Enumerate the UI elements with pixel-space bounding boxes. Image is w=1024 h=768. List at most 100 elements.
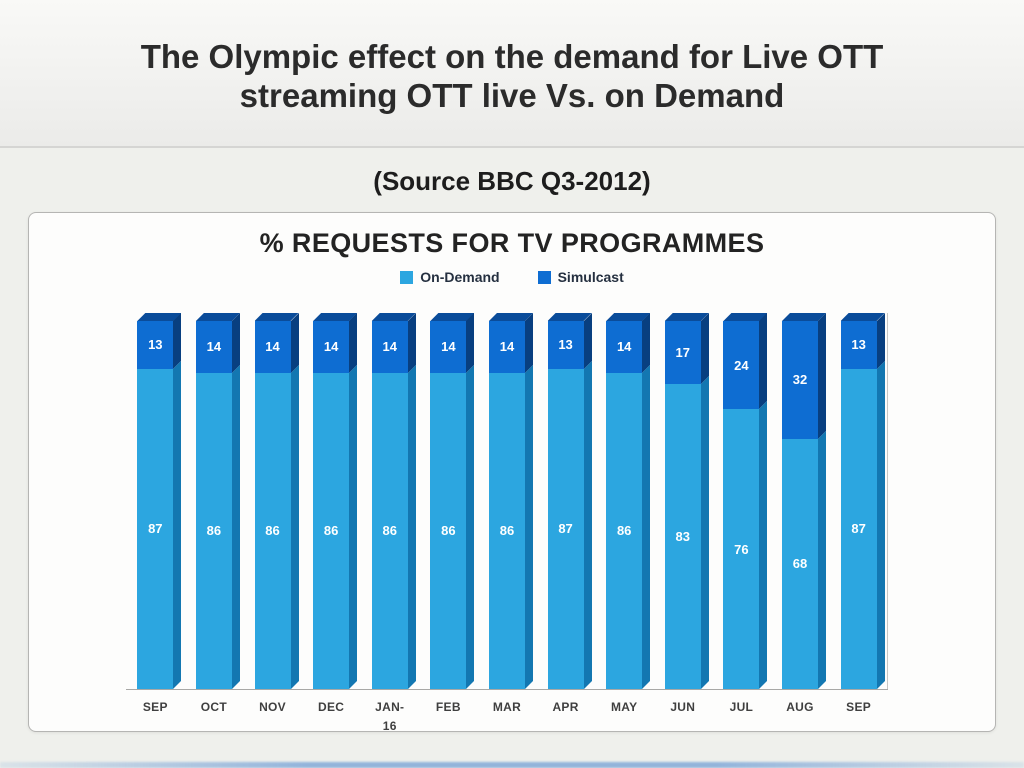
simulcast-segment: 13 [840,313,885,369]
category-label-text: FEB [435,700,461,714]
on-demand-value-label: 87 [558,521,573,537]
category-label-text: AUG [786,700,814,714]
on-demand-segment: 86 [195,364,240,689]
slide-bottom-accent [0,762,1024,768]
simulcast-side-face [524,313,533,373]
bar-column: 13 87 APR [536,313,595,714]
legend-item: On-Demand [400,269,500,285]
simulcast-side-face [759,313,768,410]
bar-column: 14 86 MAR [478,313,537,714]
simulcast-side-face [290,313,299,373]
on-demand-value-label: 86 [441,523,456,539]
bar-column: 14 86 NOV [243,313,302,714]
legend-swatch [537,270,551,284]
legend-label: Simulcast [557,269,624,285]
on-demand-value-label: 86 [382,523,397,539]
simulcast-side-face [583,313,592,369]
on-demand-side-face [173,360,182,689]
category-label-text: JUN [670,700,696,714]
on-demand-side-face [524,364,533,689]
chart-legend: On-Demand Simulcast [29,269,995,285]
chart-title: % REQUESTS FOR TV PROGRAMMES [259,228,765,258]
legend-label: On-Demand [420,269,500,285]
on-demand-side-face [759,401,768,689]
bar-column: 24 76 JUL [712,313,771,714]
category-label: JUN [653,698,712,717]
bar-top-face [313,313,358,321]
on-demand-segment: 86 [430,364,475,689]
on-demand-value-label: 87 [851,521,866,537]
category-label: SEP [829,698,888,717]
bar-column: 13 87 SEP [829,313,888,714]
stacked-bar: 14 86 [195,313,240,689]
bar-column: 14 86 JAN-16 [360,313,419,733]
on-demand-segment: 87 [137,360,182,689]
category-label: APR [536,698,595,717]
bar-top-face [430,313,475,321]
slide-title-line2: streaming OTT live Vs. on Demand [239,76,785,114]
category-label-text: SEP [846,700,872,714]
on-demand-value-label: 87 [148,521,163,537]
category-label: NOV [243,698,302,717]
on-demand-side-face [407,364,416,689]
stacked-bar: 14 86 [488,313,533,689]
stacked-bar: 13 87 [840,313,885,689]
category-label-text: OCT [200,700,228,714]
category-label: MAY [595,698,654,717]
bar-top-face [606,313,651,321]
simulcast-segment: 24 [723,313,768,410]
category-label-text: MAR [492,700,522,714]
on-demand-side-face [290,364,299,689]
category-label: JAN-16 [360,698,419,735]
simulcast-value-label: 32 [792,372,808,388]
stacked-bar: 14 86 [313,313,358,689]
simulcast-value-label: 14 [206,339,222,355]
simulcast-segment: 17 [664,313,709,384]
category-label: JUL [712,698,771,717]
bar-top-face [723,313,768,321]
simulcast-value-label: 13 [558,337,573,353]
bar-column: 32 68 AUG [771,313,830,714]
on-demand-segment: 86 [371,364,416,689]
stacked-bar: 14 86 [606,313,651,689]
on-demand-segment: 86 [488,364,533,689]
category-label-text: NOV [259,700,286,714]
simulcast-segment: 14 [371,313,416,373]
simulcast-side-face [642,313,651,373]
simulcast-segment: 32 [782,313,826,439]
bar-top-face [547,313,592,321]
simulcast-value-label: 13 [851,337,866,353]
on-demand-segment: 86 [313,364,358,689]
stacked-bar: 14 86 [254,313,299,689]
simulcast-segment: 14 [430,313,475,373]
simulcast-value-label: 14 [265,339,280,355]
chart-panel: % REQUESTS FOR TV PROGRAMMES On-Demand Si… [28,212,996,733]
stacked-bar: 14 86 [430,313,475,689]
bar-top-face [195,313,240,321]
simulcast-segment: 14 [606,313,651,373]
category-label: SEP [126,698,185,717]
category-label: OCT [185,698,244,717]
on-demand-segment: 83 [664,375,709,689]
legend-swatch [400,270,414,284]
simulcast-side-face [349,313,358,373]
on-demand-side-face [349,364,358,689]
bar-top-face [840,313,885,321]
bar-column: 17 83 JUN [653,313,712,714]
category-label-text: SEP [142,700,168,714]
on-demand-value-label: 83 [675,528,691,544]
simulcast-segment: 13 [547,313,592,369]
simulcast-value-label: 14 [323,339,339,355]
simulcast-side-face [466,313,475,373]
bar-column: 14 86 MAY [595,313,654,714]
category-label-text: JAN-16 [375,700,405,733]
on-demand-value-label: 86 [616,523,632,539]
plot-area: 13 87 SEP 14 86 OCT 14 86 NOV 14 86 DEC 14 86 JAN-16 14… [126,313,888,733]
on-demand-side-face [231,364,240,689]
simulcast-segment: 14 [313,313,358,373]
simulcast-value-label: 14 [616,339,632,355]
slide-subtitle: (Source BBC Q3-2012) [373,166,651,196]
on-demand-segment: 76 [723,401,768,689]
bar-top-face [371,313,416,321]
on-demand-value-label: 86 [323,523,339,539]
